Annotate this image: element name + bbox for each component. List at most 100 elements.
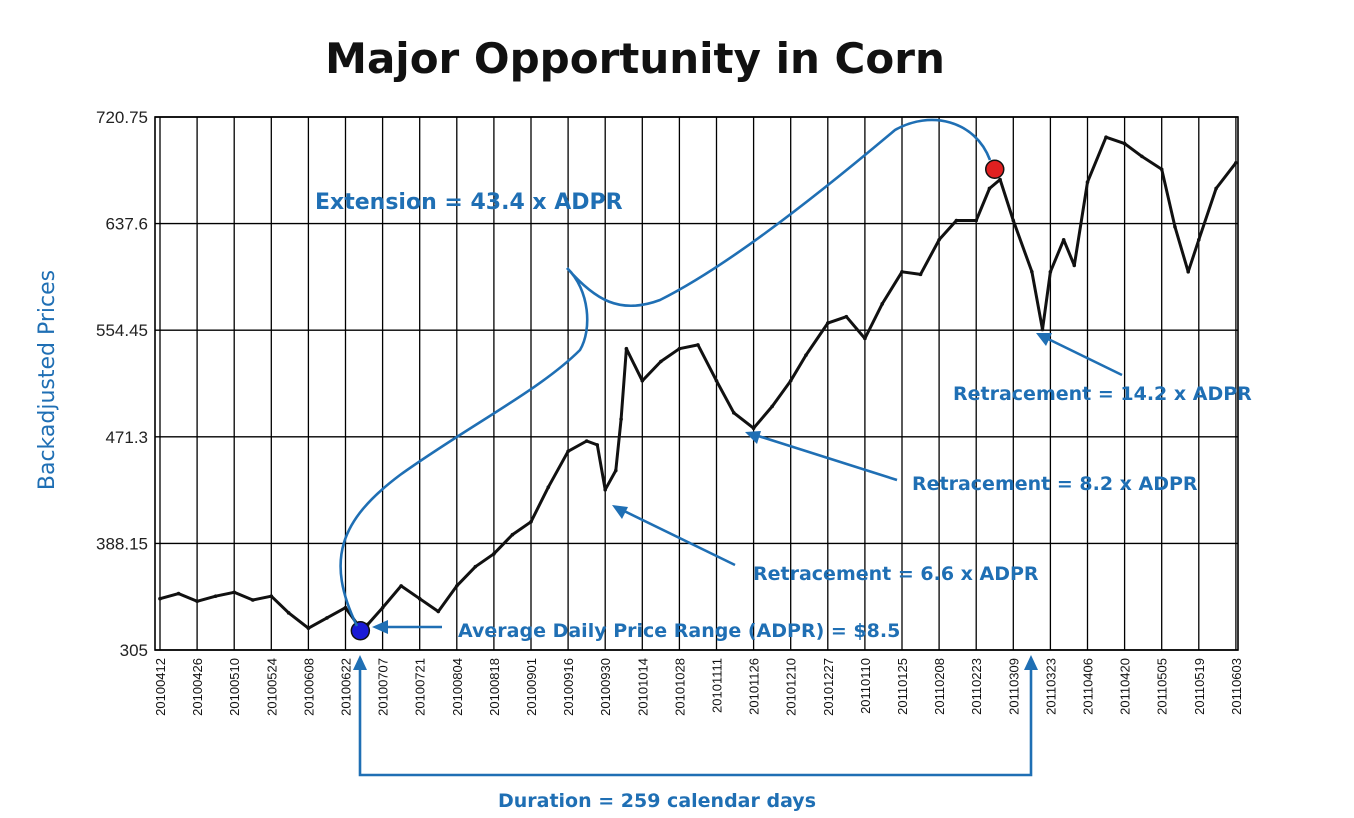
- price-point: [614, 468, 618, 473]
- price-point: [844, 314, 849, 319]
- duration-right-arrowhead: [1024, 655, 1038, 670]
- retracement-3-arrow-line: [1041, 334, 1123, 377]
- price-point: [640, 378, 645, 383]
- x-tick-label: 20100721: [413, 658, 428, 716]
- price-point: [714, 378, 719, 383]
- retracement-2-label: Retracement = 8.2 x ADPR: [912, 473, 1198, 495]
- x-tick-label: 20100426: [190, 658, 205, 716]
- x-tick-label: 20110505: [1155, 658, 1170, 715]
- x-tick-label: 20110110: [858, 658, 873, 714]
- price-point: [1197, 237, 1201, 242]
- price-point: [659, 359, 663, 364]
- x-tick-label: 20110323: [1043, 658, 1058, 715]
- price-point: [751, 426, 756, 431]
- price-point: [1140, 154, 1144, 159]
- price-point: [826, 321, 830, 325]
- x-tick-label: 20101028: [672, 658, 687, 716]
- x-tick-label: 20110208: [932, 658, 947, 715]
- y-tick-label: 471.3: [105, 428, 148, 447]
- price-point: [1186, 270, 1190, 274]
- y-axis-label: Backadjusted Prices: [35, 270, 60, 490]
- price-point: [1061, 237, 1066, 242]
- price-point: [213, 594, 218, 598]
- price-point: [624, 346, 629, 351]
- x-tick-label: 20101126: [747, 658, 762, 715]
- x-tick-label: 20100524: [264, 658, 279, 716]
- retracement-1-label: Retracement = 6.6 x ADPR: [753, 563, 1039, 585]
- extension-brace: [339, 118, 992, 627]
- price-point: [918, 272, 923, 277]
- price-point: [954, 218, 959, 223]
- retracement-1-arrowhead: [612, 505, 628, 519]
- price-point: [937, 237, 941, 242]
- price-point: [1048, 270, 1053, 274]
- price-point: [788, 378, 793, 383]
- price-point: [269, 594, 274, 598]
- price-point: [1085, 180, 1090, 184]
- y-tick-label: 388.15: [96, 534, 148, 553]
- y-tick-label: 554.45: [96, 321, 148, 340]
- y-tick-label: 720.75: [96, 108, 148, 127]
- x-tick-label: 20100510: [227, 658, 242, 716]
- price-point: [436, 609, 441, 614]
- price-point: [286, 611, 291, 615]
- duration-left-arrowhead: [353, 655, 367, 670]
- extension-label: Extension = 43.4 x ADPR: [315, 190, 623, 215]
- price-point: [880, 302, 885, 306]
- price-point: [696, 343, 700, 347]
- price-point: [250, 598, 255, 602]
- price-point: [619, 417, 623, 422]
- price-point: [677, 346, 682, 351]
- price-point: [584, 439, 589, 443]
- price-point: [566, 449, 570, 454]
- retracement-2-arrow-line: [751, 432, 898, 482]
- price-point: [998, 177, 1002, 182]
- x-tick-label: 20110309: [1006, 658, 1021, 715]
- price-point: [195, 599, 199, 604]
- retracement-2-arrowhead: [745, 431, 761, 444]
- x-tick-label: 20100916: [561, 658, 576, 716]
- x-tick-label: 20101014: [635, 658, 650, 716]
- x-tick-label: 20110406: [1081, 658, 1096, 715]
- price-point: [603, 487, 607, 492]
- annotation-arrowheads: [353, 333, 1052, 670]
- price-point: [417, 596, 422, 601]
- x-tick-label: 20100818: [487, 658, 502, 716]
- price-point: [732, 411, 736, 415]
- x-tick-label: 20100707: [376, 658, 391, 716]
- price-point: [595, 443, 600, 447]
- price-point: [804, 353, 808, 357]
- x-tick-label: 20100608: [301, 658, 316, 716]
- price-point: [510, 532, 515, 537]
- x-tick-label: 20100412: [153, 658, 168, 716]
- price-point: [492, 552, 496, 556]
- y-tick-labels: 720.75 637.6 554.45 471.3 388.15 305: [96, 108, 148, 660]
- price-point: [232, 590, 236, 595]
- price-point: [974, 218, 978, 223]
- price-point: [1011, 218, 1016, 223]
- end-marker: [985, 159, 1005, 179]
- adpr-label: Average Daily Price Range (ADPR) = $8.5: [458, 620, 900, 642]
- price-point: [455, 584, 459, 588]
- x-tick-label: 20110519: [1192, 658, 1207, 715]
- price-point: [1159, 167, 1164, 172]
- x-tick-label: 20100804: [450, 658, 465, 716]
- price-point: [546, 485, 551, 489]
- x-tick-label: 20110223: [969, 658, 984, 715]
- x-tick-labels: 20100412 20100426 20100510 20100524 20100608…: [153, 658, 1244, 716]
- chart-title: Major Opportunity in Corn: [325, 34, 945, 83]
- price-point: [399, 584, 403, 588]
- price-point: [343, 605, 348, 610]
- price-point: [1072, 263, 1077, 268]
- price-point: [306, 626, 311, 631]
- price-point: [1214, 186, 1218, 191]
- price-point: [863, 336, 867, 341]
- price-point: [176, 591, 181, 596]
- price-point: [987, 186, 992, 191]
- retracement-1-arrow-line: [617, 506, 736, 567]
- price-point: [1234, 161, 1238, 165]
- duration-label: Duration = 259 calendar days: [498, 790, 816, 812]
- y-tick-label: 305: [120, 641, 148, 660]
- x-tick-label: 20110420: [1118, 658, 1133, 715]
